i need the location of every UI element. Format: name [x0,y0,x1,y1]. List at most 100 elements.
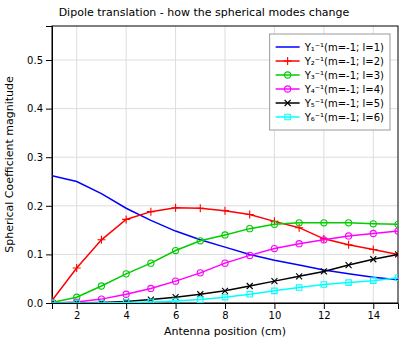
x-grid-line [76,26,77,303]
series-marker [370,256,376,262]
y-axis: 0.0 0.1 0.2 0.3 0.4 0.5 [27,27,52,309]
series-marker [296,273,302,279]
legend-line [276,116,300,118]
y-tick-label: 0.0 [27,298,43,309]
y-tick: 0.5 [27,55,52,66]
series-marker [345,241,353,249]
legend-line [276,46,300,48]
chart-title: Dipole translation - how the spherical m… [59,6,350,19]
x-tick-label: 2 [74,310,80,321]
x-tick-mark [274,303,275,309]
y-axis-line [46,27,53,304]
y-tick: 0.1 [27,249,52,260]
y-tick: 0.3 [27,152,52,163]
y-grid-line [52,157,398,158]
series-marker [321,220,327,226]
x-tick: 8 [222,303,228,321]
series-marker [346,262,352,268]
x-tick: 14 [367,303,380,321]
y-tick-mark [46,303,52,304]
series-marker [272,288,277,293]
series-marker [320,235,328,243]
legend-marker [285,114,290,119]
y-tick-mark [46,157,52,158]
series-marker [222,232,228,238]
series-marker [52,300,55,303]
x-tick-label: 10 [269,310,282,321]
series-marker [221,207,229,215]
series-marker [147,208,155,216]
chart: 24681012140.00.10.20.30.40.5Dipole trans… [0,0,408,341]
series-marker [395,275,398,280]
legend-label: Y₃⁻¹(m=-1; l=3) [304,70,384,81]
legend-line [276,74,300,76]
legend-line [276,88,300,90]
series-marker [172,247,178,253]
y-tick-mark [46,206,52,207]
x-grid-line [225,26,226,303]
y-tick-label: 0.4 [27,103,43,114]
legend-marker [285,72,291,78]
series-marker [296,220,302,226]
series-marker [370,221,376,227]
x-grid-line [126,26,127,303]
series-marker [246,211,254,219]
series-marker [99,300,104,303]
legend-marker [285,86,291,92]
x-tick: 4 [123,303,129,321]
series-marker [122,215,130,223]
series-marker [74,300,79,303]
x-tick-mark [225,303,226,309]
series-line [52,176,398,280]
y-tick: 0.4 [27,103,52,114]
x-tick: 12 [318,303,331,321]
x-tick-label: 4 [123,310,129,321]
series-marker [247,226,253,232]
x-grid-line [175,26,176,303]
x-tick-label: 12 [318,310,331,321]
series-marker [369,246,377,254]
legend-label: Y₁⁻¹(m=-1; l=1) [304,42,384,53]
series-marker [222,294,227,299]
series-marker [148,299,153,303]
series-marker [247,252,253,258]
series-marker [271,278,277,284]
y-tick-label: 0.2 [27,201,43,212]
x-tick-mark [176,303,177,309]
series-marker [123,271,129,277]
series-marker [148,285,154,291]
series-line [52,278,398,303]
y-tick-label: 0.1 [27,249,43,260]
y-grid-line [52,254,398,255]
series-marker [296,285,301,290]
series-marker [345,220,351,226]
plot-frame [52,26,398,303]
series-marker [173,294,179,300]
x-axis: 2468101214 [53,303,399,321]
series-marker [321,268,327,274]
series-marker [197,238,203,244]
plot-area [52,176,398,303]
series-line [52,254,398,303]
legend-label: Y₂⁻¹(m=-1; l=2) [304,56,384,67]
legend-label: Y₆⁻¹(m=-1; l=6) [304,112,384,123]
legend-label: Y₄⁻¹(m=-1; l=4) [304,84,384,95]
y-tick-mark [46,254,52,255]
series-marker [222,260,228,266]
x-tick-label: 14 [367,310,380,321]
series-marker [123,300,128,303]
series-marker [371,278,376,283]
series-marker [370,230,376,236]
x-tick-mark [126,303,127,309]
legend-label: Y₅⁻¹(m=-1; l=5) [304,98,384,109]
series-marker [346,280,351,285]
x-tick: 2 [74,303,80,321]
series-marker [148,260,154,266]
series-marker [395,228,398,234]
x-tick-mark [77,303,78,309]
series-marker [271,221,277,227]
series-line [52,231,398,303]
grid [52,26,398,303]
series-marker [73,264,81,272]
y-tick-mark [46,60,52,61]
